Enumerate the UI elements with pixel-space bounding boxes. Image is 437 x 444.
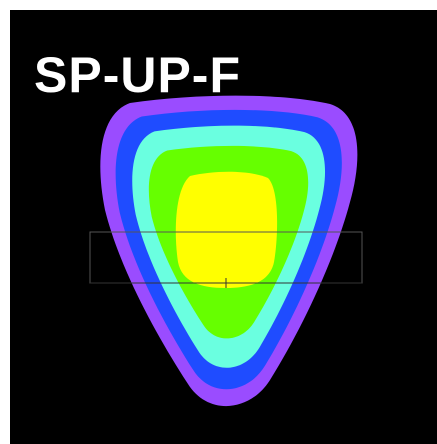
label: SP-UP-F — [34, 47, 241, 103]
contour-yellow — [175, 171, 278, 288]
